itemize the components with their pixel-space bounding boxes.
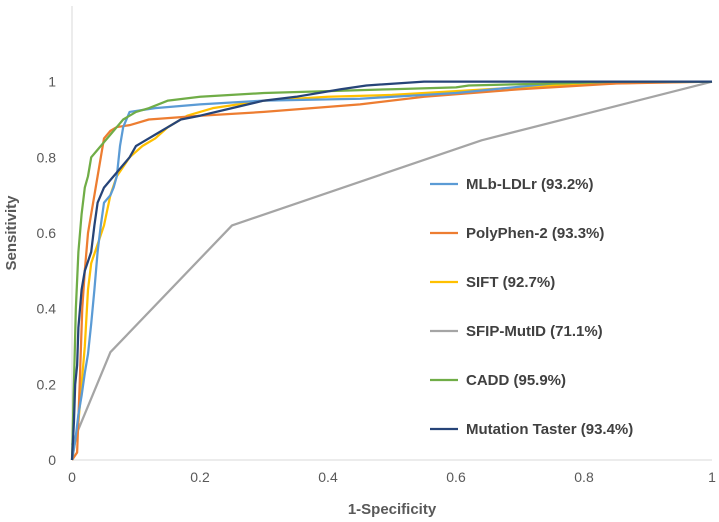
legend-label: SIFT (92.7%) <box>466 274 555 291</box>
y-tick-label: 0.8 <box>37 149 57 165</box>
x-tick-label: 0.8 <box>574 469 594 485</box>
series-line-2 <box>70 80 713 461</box>
series-line-0 <box>70 80 712 461</box>
axes <box>71 6 712 461</box>
series-line-1 <box>71 80 713 461</box>
y-tick-label: 1 <box>48 74 56 90</box>
y-tick-labels: 0 0.2 0.4 0.6 0.8 1 <box>37 74 57 468</box>
series-lines <box>70 80 713 461</box>
x-tick-labels: 0 0.2 0.4 0.6 0.8 1 <box>68 469 716 485</box>
y-tick-label: 0.4 <box>37 301 57 317</box>
x-axis-title: 1-Specificity <box>348 501 437 518</box>
x-tick-label: 0.6 <box>446 469 466 485</box>
y-tick-label: 0.6 <box>37 225 57 241</box>
x-tick-label: 0.4 <box>318 469 338 485</box>
legend: MLb-LDLr (93.2%) PolyPhen-2 (93.3%) SIFT (… <box>430 176 633 438</box>
series-line-3 <box>70 80 713 446</box>
x-tick-label: 0.2 <box>190 469 210 485</box>
x-tick-label: 1 <box>708 469 716 485</box>
y-tick-label: 0 <box>48 452 56 468</box>
legend-label: MLb-LDLr (93.2%) <box>466 176 594 193</box>
legend-label: PolyPhen-2 (93.3%) <box>466 225 604 242</box>
legend-label: SFIP-MutID (71.1%) <box>466 323 603 340</box>
y-tick-label: 0.2 <box>37 376 57 392</box>
legend-label: Mutation Taster (93.4%) <box>466 421 633 438</box>
legend-label: CADD (95.9%) <box>466 372 566 389</box>
series-line-4 <box>70 80 712 461</box>
y-axis-title: Sensitivity <box>3 195 20 271</box>
series-line-5 <box>70 80 712 461</box>
x-tick-label: 0 <box>68 469 76 485</box>
